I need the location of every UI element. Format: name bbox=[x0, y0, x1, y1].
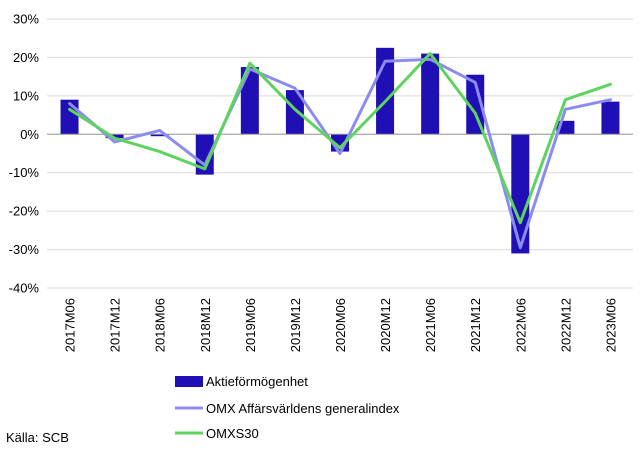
bar bbox=[240, 67, 259, 135]
legend-label: OMXS30 bbox=[206, 426, 259, 441]
x-tick-labels: 2017M06 2017M12 2018M06 2018M12 2019M06 2019M… bbox=[63, 298, 619, 352]
x-tick-label: 2018M12 bbox=[198, 298, 213, 352]
bar bbox=[105, 134, 124, 139]
x-tick-label: 2018M06 bbox=[153, 298, 168, 352]
line-series bbox=[68, 52, 612, 250]
legend: Aktieförmögenhet OMX Affärsvärldens gener… bbox=[175, 374, 400, 441]
y-tick-labels: 30% 20% 10% 0% -10% -20% -30% -40% bbox=[9, 12, 40, 296]
x-tick-label: 2019M12 bbox=[288, 298, 303, 352]
y-tick-label: 10% bbox=[13, 88, 39, 103]
y-tick-label: -20% bbox=[9, 204, 40, 219]
omx-series-line bbox=[68, 57, 612, 250]
y-tick-label: -30% bbox=[9, 242, 40, 257]
y-tick-label: 30% bbox=[13, 12, 39, 27]
legend-label: Aktieförmögenhet bbox=[206, 374, 308, 389]
bar bbox=[285, 90, 304, 135]
x-tick-label: 2021M12 bbox=[468, 298, 483, 352]
y-tick-label: -10% bbox=[9, 165, 40, 180]
x-tick-label: 2022M06 bbox=[513, 298, 528, 352]
x-tick-label: 2017M06 bbox=[63, 298, 78, 352]
omxs30-series-line bbox=[68, 52, 612, 225]
bar bbox=[466, 74, 485, 135]
legend-swatch-bar bbox=[175, 376, 203, 387]
y-tick-label: -40% bbox=[9, 281, 40, 296]
x-tick-label: 2022M12 bbox=[558, 298, 573, 352]
bar bbox=[511, 134, 530, 254]
y-tick-label: 0% bbox=[20, 127, 39, 142]
y-tick-label: 20% bbox=[13, 50, 39, 65]
bar bbox=[150, 134, 169, 137]
x-tick-label: 2020M06 bbox=[333, 298, 348, 352]
x-tick-label: 2021M06 bbox=[423, 298, 438, 352]
x-tick-label: 2020M12 bbox=[378, 298, 393, 352]
x-tick-label: 2017M12 bbox=[108, 298, 123, 352]
x-tick-label: 2023M06 bbox=[603, 298, 618, 352]
legend-label: OMX Affärsvärldens generalindex bbox=[206, 401, 400, 416]
bar bbox=[421, 53, 440, 135]
x-tick-label: 2019M06 bbox=[243, 298, 258, 352]
source-note: Källa: SCB bbox=[6, 430, 69, 445]
bar bbox=[601, 101, 620, 135]
bar bbox=[195, 134, 214, 175]
